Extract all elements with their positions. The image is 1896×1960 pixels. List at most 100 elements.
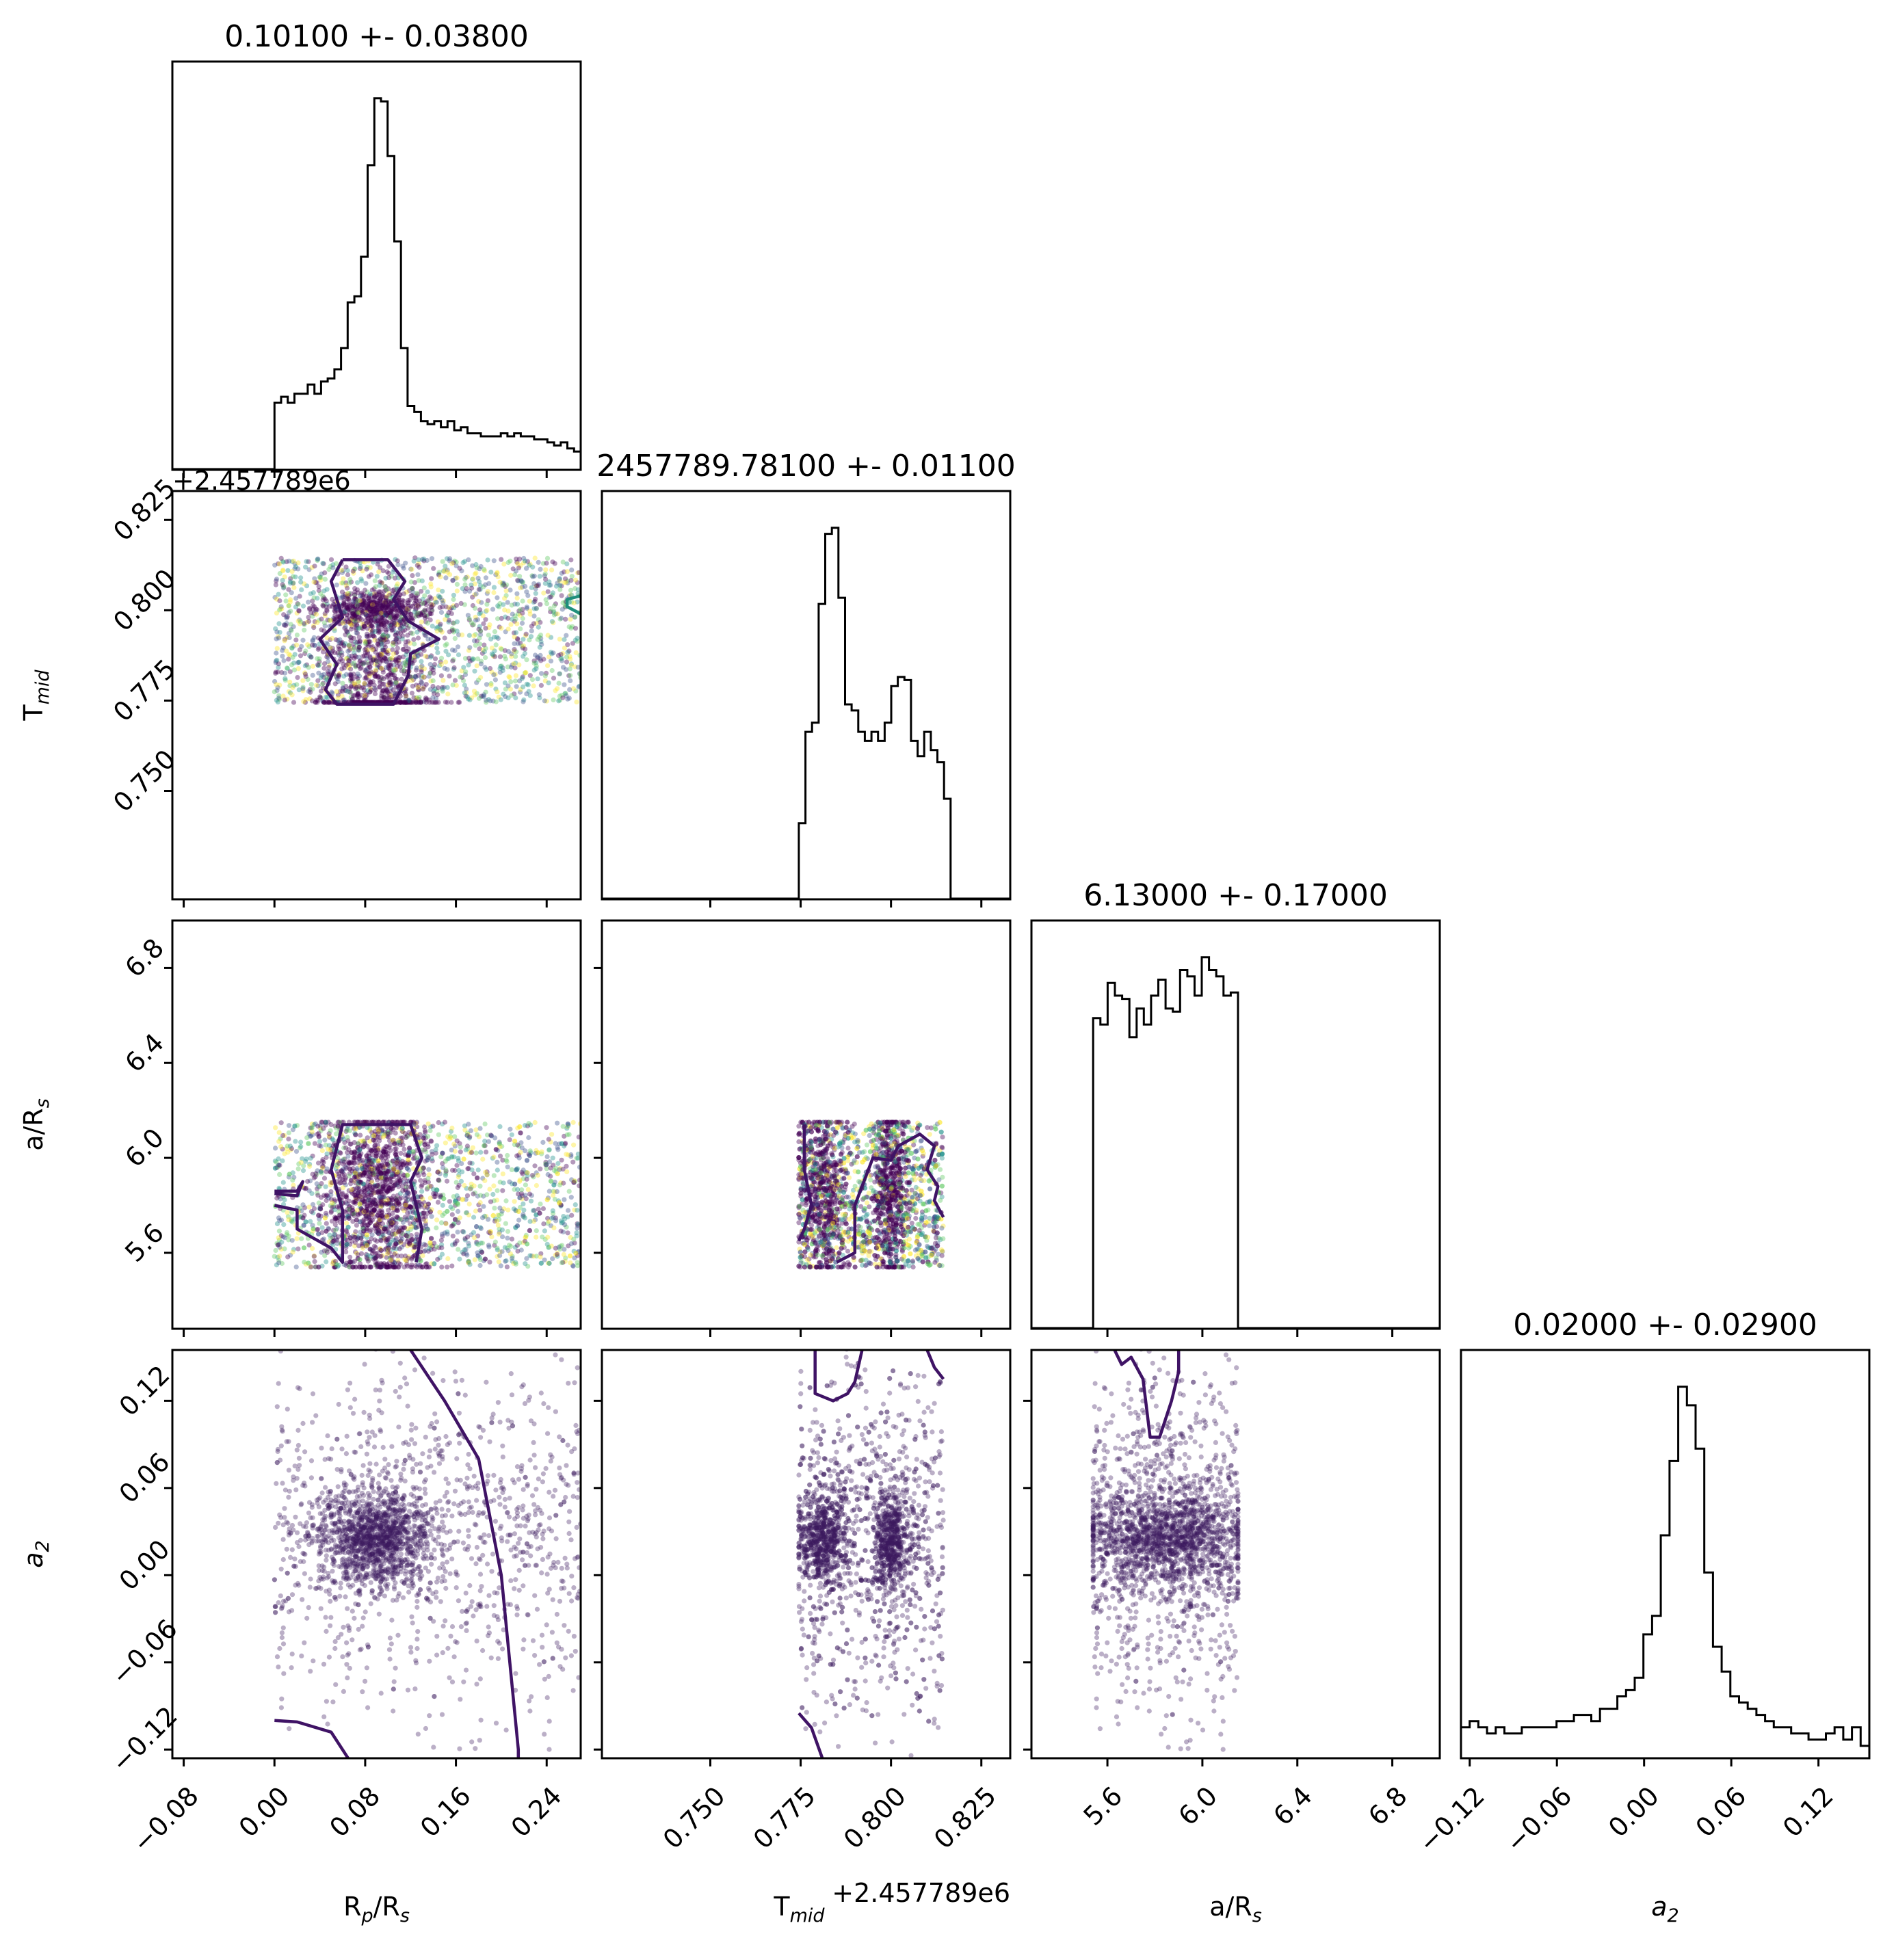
scatter-point bbox=[345, 629, 350, 635]
scatter-point bbox=[414, 603, 421, 609]
scatter-point bbox=[383, 587, 389, 593]
scatter-point bbox=[394, 583, 399, 589]
scatter-point bbox=[492, 629, 498, 635]
scatter-point bbox=[332, 681, 338, 687]
scatter-point bbox=[542, 698, 547, 704]
scatter-point bbox=[350, 619, 356, 624]
scatter-point bbox=[318, 577, 324, 583]
scatter-point bbox=[288, 597, 293, 602]
scatter-point bbox=[561, 1214, 566, 1219]
scatter-point bbox=[565, 642, 570, 648]
scatter-point bbox=[376, 652, 382, 657]
scatter-point bbox=[355, 698, 361, 704]
scatter-point bbox=[393, 608, 399, 613]
scatter-point bbox=[431, 691, 437, 696]
scatter-point bbox=[391, 672, 397, 678]
scatter-point bbox=[313, 700, 318, 705]
scatter-point bbox=[473, 570, 479, 576]
scatter-point bbox=[352, 645, 357, 650]
scatter-point bbox=[451, 666, 456, 672]
scatter-point bbox=[356, 647, 361, 652]
scatter-point bbox=[347, 642, 352, 648]
scatter-point bbox=[411, 677, 417, 683]
scatter-point bbox=[427, 617, 433, 623]
scatter-point bbox=[372, 604, 378, 609]
scatter-point bbox=[330, 648, 335, 654]
scatter-point bbox=[379, 696, 384, 701]
scatter-point bbox=[347, 620, 353, 625]
scatter-point bbox=[388, 607, 393, 613]
scatter-point bbox=[324, 1151, 330, 1156]
scatter-point bbox=[461, 665, 466, 670]
scatter-point bbox=[351, 1160, 356, 1165]
scatter-point bbox=[546, 1245, 552, 1250]
scatter-point bbox=[277, 598, 282, 604]
scatter-point bbox=[394, 1197, 399, 1203]
scatter-point bbox=[282, 574, 287, 580]
scatter-point bbox=[346, 591, 352, 596]
scatter-point bbox=[488, 1199, 494, 1204]
scatter-point bbox=[390, 1158, 395, 1164]
scatter-point bbox=[484, 1192, 490, 1197]
scatter-point bbox=[389, 600, 394, 605]
scatter-point bbox=[350, 676, 356, 682]
scatter-point bbox=[378, 665, 384, 671]
scatter-point bbox=[388, 680, 393, 685]
scatter-point bbox=[370, 679, 376, 685]
scatter-point bbox=[367, 654, 373, 659]
scatter-point bbox=[413, 607, 419, 612]
scatter-point bbox=[365, 647, 370, 652]
scatter-point bbox=[361, 696, 367, 702]
scatter-point bbox=[514, 596, 520, 601]
scatter-point bbox=[361, 605, 367, 611]
scatter-point bbox=[383, 605, 389, 611]
scatter-point bbox=[364, 620, 369, 626]
scatter-point bbox=[406, 700, 412, 705]
scatter-point bbox=[380, 604, 386, 609]
scatter-point bbox=[374, 574, 380, 579]
scatter-point bbox=[519, 584, 525, 590]
scatter-point bbox=[332, 616, 337, 622]
scatter-point bbox=[403, 1195, 408, 1202]
scatter-point bbox=[336, 1161, 342, 1166]
scatter-point bbox=[307, 1163, 313, 1169]
scatter-point bbox=[453, 563, 459, 569]
scatter-point bbox=[316, 1161, 321, 1166]
scatter-point bbox=[352, 614, 358, 620]
scatter-point bbox=[573, 688, 579, 694]
scatter-point bbox=[353, 620, 358, 625]
scatter-point bbox=[316, 1200, 321, 1206]
scatter-point bbox=[348, 672, 354, 678]
scatter-point bbox=[371, 586, 377, 592]
scatter-point bbox=[531, 600, 536, 605]
scatter-point bbox=[505, 1235, 510, 1241]
scatter-point bbox=[483, 626, 488, 631]
scatter-point bbox=[357, 604, 363, 609]
scatter-point bbox=[531, 667, 537, 673]
scatter-point bbox=[572, 577, 579, 583]
scatter-point bbox=[335, 637, 341, 644]
scatter-point bbox=[446, 620, 451, 625]
scatter-point bbox=[515, 637, 521, 642]
scatter-point bbox=[432, 656, 438, 661]
scatter-point bbox=[358, 661, 364, 667]
scatter-point bbox=[348, 695, 354, 700]
scatter-point bbox=[474, 638, 480, 644]
scatter-point bbox=[373, 584, 379, 590]
scatter-point bbox=[370, 609, 376, 615]
scatter-point bbox=[421, 699, 427, 704]
scatter-point bbox=[434, 1244, 440, 1249]
scatter-point bbox=[291, 558, 296, 564]
scatter-point bbox=[555, 652, 562, 659]
scatter-point bbox=[431, 670, 436, 676]
scatter-point bbox=[391, 614, 397, 620]
scatter-point bbox=[438, 627, 444, 633]
scatter-point bbox=[414, 695, 419, 700]
scatter-point bbox=[339, 641, 345, 646]
scatter-point bbox=[306, 567, 312, 572]
scatter-point bbox=[397, 620, 402, 625]
scatter-point bbox=[479, 600, 484, 605]
scatter-point bbox=[352, 693, 358, 698]
scatter-point bbox=[384, 674, 390, 680]
scatter-point bbox=[510, 616, 515, 622]
